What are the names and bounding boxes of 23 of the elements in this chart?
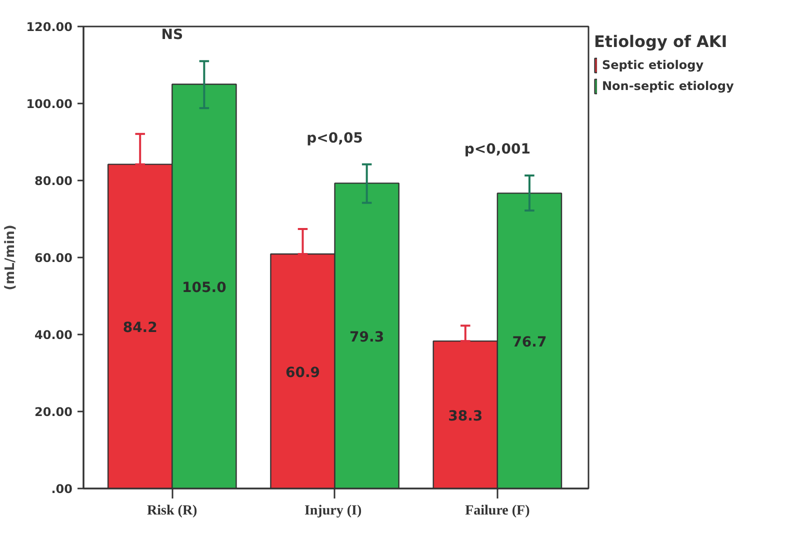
y-tick-label: 80.00	[34, 174, 73, 188]
data-label: 38.3	[448, 408, 483, 424]
data-label: 76.7	[512, 334, 547, 350]
data-label: 84.2	[122, 320, 158, 336]
data-label: 79.3	[350, 329, 384, 346]
annotation: p<0,001	[464, 141, 530, 158]
y-axis-title: (mL/min)	[3, 224, 18, 290]
legend-title: Etiology of AKI	[594, 32, 728, 51]
annotation: NS	[161, 27, 184, 44]
x-tick-label: Risk (R)	[147, 504, 198, 518]
data-label: 60.9	[285, 364, 320, 381]
y-tick-label: 60.00	[34, 251, 73, 265]
y-tick-label: 20.00	[34, 405, 73, 419]
x-tick-label: Injury (I)	[304, 504, 362, 518]
x-tick-label: Failure (F)	[465, 504, 530, 518]
y-tick-label: 40.00	[34, 328, 73, 342]
legend-label: Septic etiology	[602, 58, 704, 72]
y-tick-label: .00	[51, 482, 73, 496]
data-label: 105.0	[182, 280, 227, 296]
y-tick-label: 120.00	[26, 20, 73, 34]
annotation: p<0,05	[306, 130, 363, 146]
legend-label: Non-septic etiology	[602, 79, 734, 93]
y-tick-label: 100.00	[26, 97, 73, 111]
